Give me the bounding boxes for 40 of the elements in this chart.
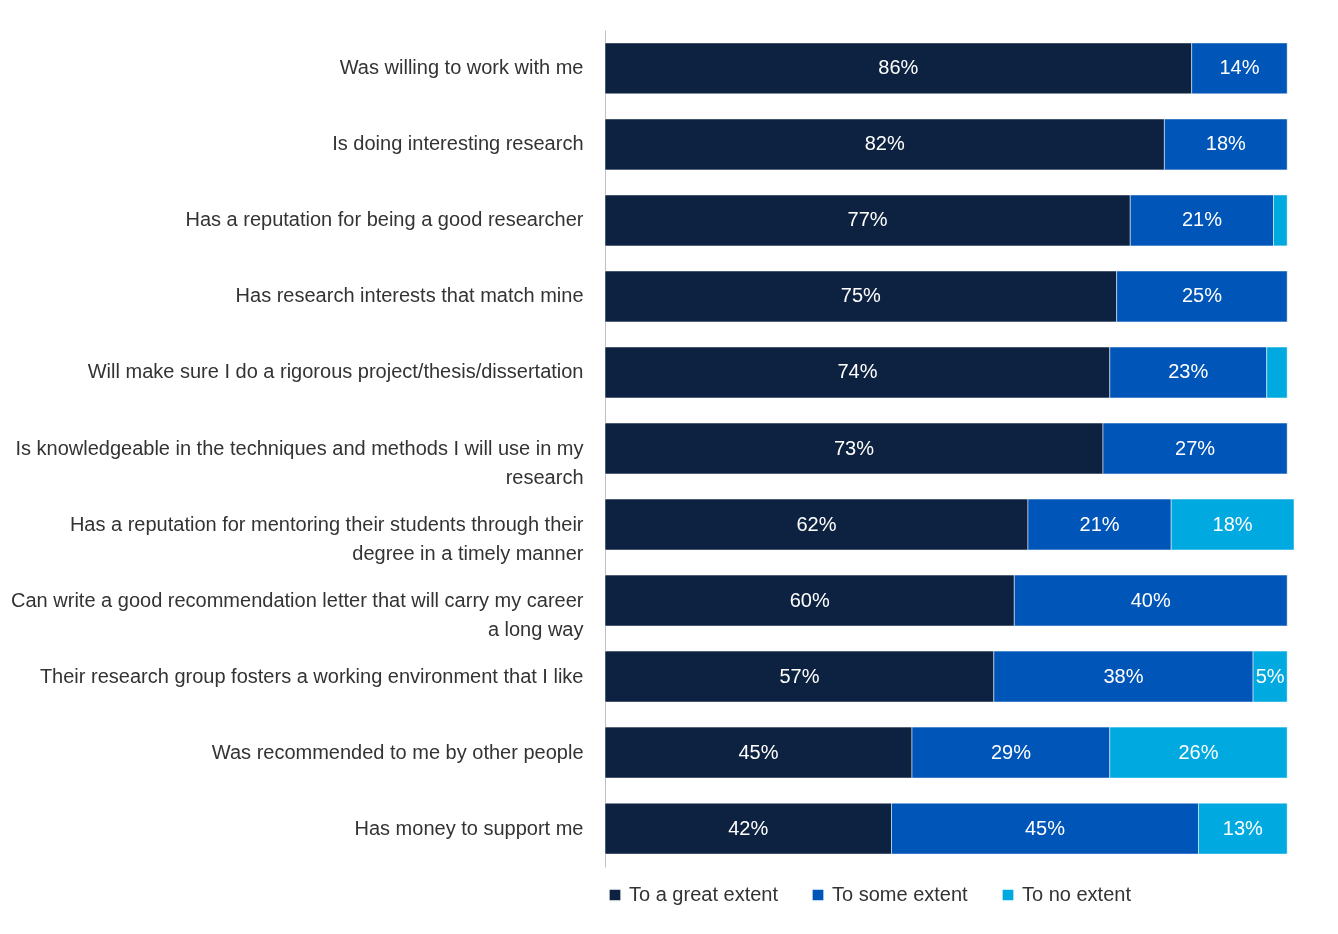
data-label: 45% xyxy=(738,740,779,763)
data-label: 57% xyxy=(779,664,820,687)
legend-label: To a great extent xyxy=(629,883,779,905)
data-label: 45% xyxy=(1024,816,1066,839)
y-tick-label: Can write a good recommendation letter that will carry my career a long way xyxy=(11,588,584,640)
data-label: 73% xyxy=(833,436,875,459)
data-label: 38% xyxy=(1103,664,1144,687)
data-label: 74% xyxy=(837,360,878,383)
legend-label: To no extent xyxy=(1022,883,1132,905)
y-tick-label: Will make sure I do a rigorous project/thesis/dissertation xyxy=(87,360,584,383)
data-label: 23% xyxy=(1168,360,1209,383)
y-tick-label: Was willing to work with me xyxy=(339,56,584,79)
data-label: 86% xyxy=(878,56,919,79)
data-label: 21% xyxy=(1181,208,1223,231)
y-tick-label: Has research interests that match mine xyxy=(235,284,584,307)
data-label: 42% xyxy=(728,816,769,839)
data-label: 75% xyxy=(840,284,882,307)
data-label: 82% xyxy=(864,132,905,155)
data-label: 5% xyxy=(1255,664,1285,687)
y-tick-label: Has money to support me xyxy=(354,816,584,839)
data-label: 14% xyxy=(1219,56,1260,79)
y-tick-label: Was recommended to me by other people xyxy=(211,740,584,763)
data-label: 26% xyxy=(1178,740,1219,763)
data-label: 77% xyxy=(847,208,888,231)
data-label: 29% xyxy=(990,740,1032,763)
data-label: 25% xyxy=(1181,284,1223,307)
data-label: 27% xyxy=(1175,436,1216,459)
data-label: 60% xyxy=(789,588,830,611)
data-label: 18% xyxy=(1212,512,1253,535)
data-label: 62% xyxy=(796,512,837,535)
y-tick-label: Is knowledgeable in the techniques and methods I will use in my research xyxy=(15,436,584,488)
data-label: 21% xyxy=(1079,512,1120,535)
data-label: 40% xyxy=(1130,588,1171,611)
data-label: 13% xyxy=(1222,816,1264,839)
data-label: 18% xyxy=(1205,132,1247,155)
y-tick-label: Their research group fosters a working environment that I like xyxy=(39,664,584,687)
y-tick-label: Is doing interesting research xyxy=(332,132,584,155)
y-tick-label: Has a reputation for mentoring their students through their degree in a timely manner xyxy=(69,512,584,564)
legend-label: To some extent xyxy=(832,883,969,905)
y-tick-label: Has a reputation for being a good researcher xyxy=(185,208,584,231)
